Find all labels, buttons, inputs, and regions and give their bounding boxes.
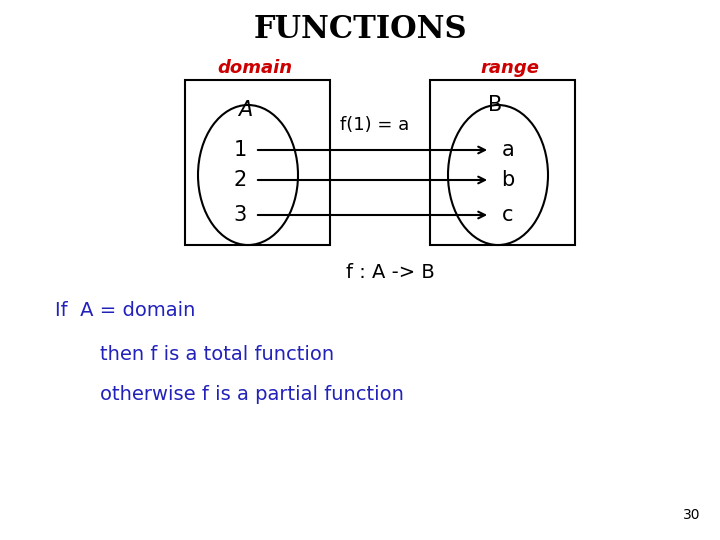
- Text: B: B: [488, 95, 502, 115]
- Bar: [185, 80, 330, 245]
- Text: A: A: [238, 100, 252, 120]
- Text: 1: 1: [233, 140, 247, 160]
- Text: f(1) = a: f(1) = a: [341, 116, 410, 134]
- Text: If  A = domain: If A = domain: [55, 300, 195, 320]
- Text: FUNCTIONS: FUNCTIONS: [253, 15, 467, 45]
- Bar: [430, 80, 575, 245]
- Text: b: b: [501, 170, 515, 190]
- Text: then f is a total function: then f is a total function: [75, 346, 334, 365]
- Text: range: range: [480, 59, 539, 77]
- Ellipse shape: [198, 105, 298, 245]
- Text: 2: 2: [233, 170, 247, 190]
- Ellipse shape: [448, 105, 548, 245]
- Text: domain: domain: [217, 59, 292, 77]
- Text: a: a: [502, 140, 514, 160]
- Text: 3: 3: [233, 205, 247, 225]
- Text: otherwise f is a partial function: otherwise f is a partial function: [75, 386, 404, 404]
- Text: 30: 30: [683, 508, 700, 522]
- Text: c: c: [503, 205, 514, 225]
- Text: f : A -> B: f : A -> B: [346, 262, 434, 281]
